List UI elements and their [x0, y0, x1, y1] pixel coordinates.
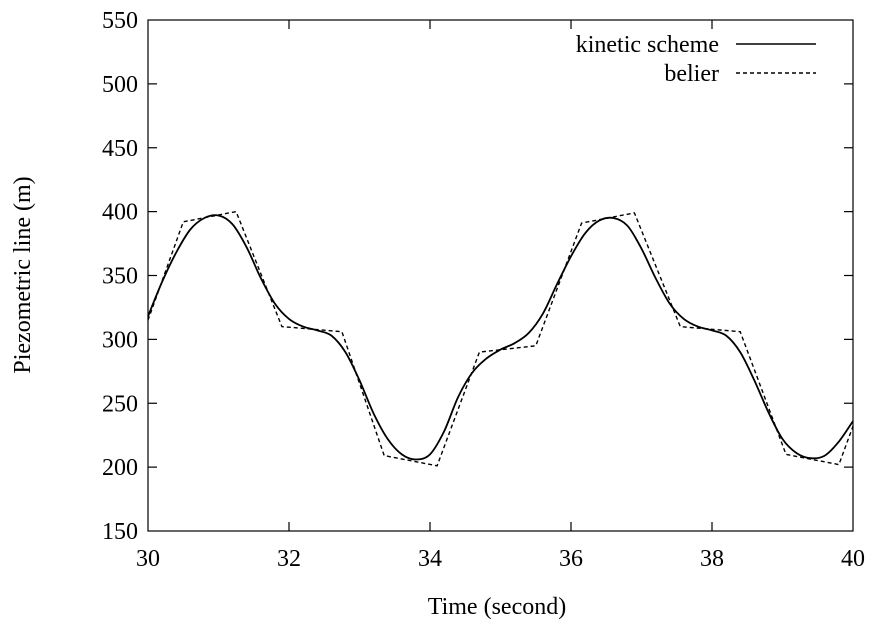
x-axis: 30 32 34 36 38 40 — [136, 20, 865, 572]
x-tick-label: 38 — [700, 546, 724, 572]
legend-label-belier: belier — [664, 61, 719, 87]
y-tick-label: 350 — [102, 264, 138, 290]
x-tick-label: 36 — [559, 546, 583, 572]
y-tick-label: 300 — [102, 327, 138, 353]
y-tick-label: 400 — [102, 200, 138, 226]
series-line-belier — [147, 210, 854, 467]
x-axis-title: Time (second) — [428, 594, 566, 620]
y-tick-label: 450 — [102, 136, 138, 162]
series-layer — [147, 210, 854, 467]
x-tick-label: 32 — [277, 546, 301, 572]
y-tick-label: 550 — [102, 8, 138, 34]
x-tick-label: 34 — [418, 546, 442, 572]
y-axis-title: Piezometric line (m) — [10, 176, 36, 373]
y-tick-label: 150 — [102, 519, 138, 545]
x-tick-label: 40 — [841, 546, 865, 572]
legend: kinetic scheme belier — [576, 32, 816, 87]
y-axis: 150 200 250 300 350 400 450 500 550 — [102, 8, 853, 545]
y-tick-label: 500 — [102, 72, 138, 98]
series-line-kinetic-scheme — [147, 214, 854, 461]
y-tick-label: 200 — [102, 455, 138, 481]
legend-label-kinetic-scheme: kinetic scheme — [576, 32, 719, 58]
plot-frame — [147, 19, 854, 532]
x-tick-label: 30 — [136, 546, 160, 572]
y-tick-label: 250 — [102, 391, 138, 417]
